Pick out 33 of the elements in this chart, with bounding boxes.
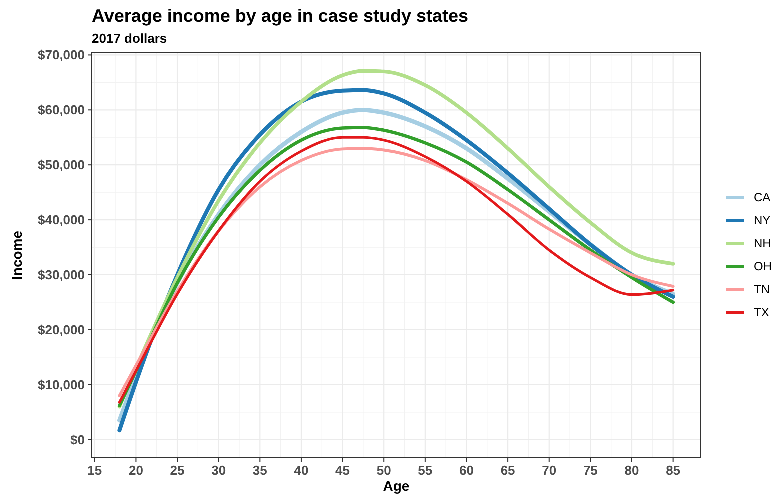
x-tick-label: 20 [128, 463, 144, 478]
x-tick-label: 15 [88, 463, 102, 478]
x-tick-label: 70 [542, 463, 557, 478]
x-tick-label: 50 [376, 463, 392, 478]
legend-label: CA [754, 190, 771, 205]
x-tick-label: 25 [170, 463, 185, 478]
legend-label: NH [754, 236, 772, 251]
y-tick-label: $70,000 [38, 48, 85, 63]
legend-label: TN [754, 282, 770, 297]
y-tick-label: $40,000 [38, 212, 85, 228]
x-tick-label: 60 [460, 463, 474, 478]
y-axis-title: Income [9, 230, 25, 280]
legend-label: NY [754, 214, 771, 228]
x-tick-label: 65 [500, 463, 516, 478]
legend-label: OH [754, 260, 772, 274]
y-tick-label: $30,000 [38, 268, 85, 283]
legend-label: TX [754, 306, 770, 320]
y-tick-label: $60,000 [38, 102, 85, 118]
chart-title: Average income by age in case study states [92, 6, 468, 26]
y-tick-label: $20,000 [38, 322, 85, 338]
x-tick-label: 55 [418, 463, 433, 478]
x-tick-label: 45 [336, 463, 350, 478]
y-tick-label: $10,000 [38, 377, 85, 392]
x-tick-label: 85 [666, 463, 681, 478]
x-tick-label: 80 [624, 463, 640, 478]
y-tick-label: $50,000 [38, 158, 85, 173]
y-tick-label: $0 [70, 432, 85, 448]
x-tick-label: 30 [212, 463, 226, 478]
x-axis-title: Age [383, 478, 410, 494]
x-tick-label: 40 [294, 463, 309, 478]
x-tick-label: 75 [583, 463, 598, 478]
chart-subtitle: 2017 dollars [92, 31, 168, 46]
x-tick-label: 35 [252, 463, 268, 478]
